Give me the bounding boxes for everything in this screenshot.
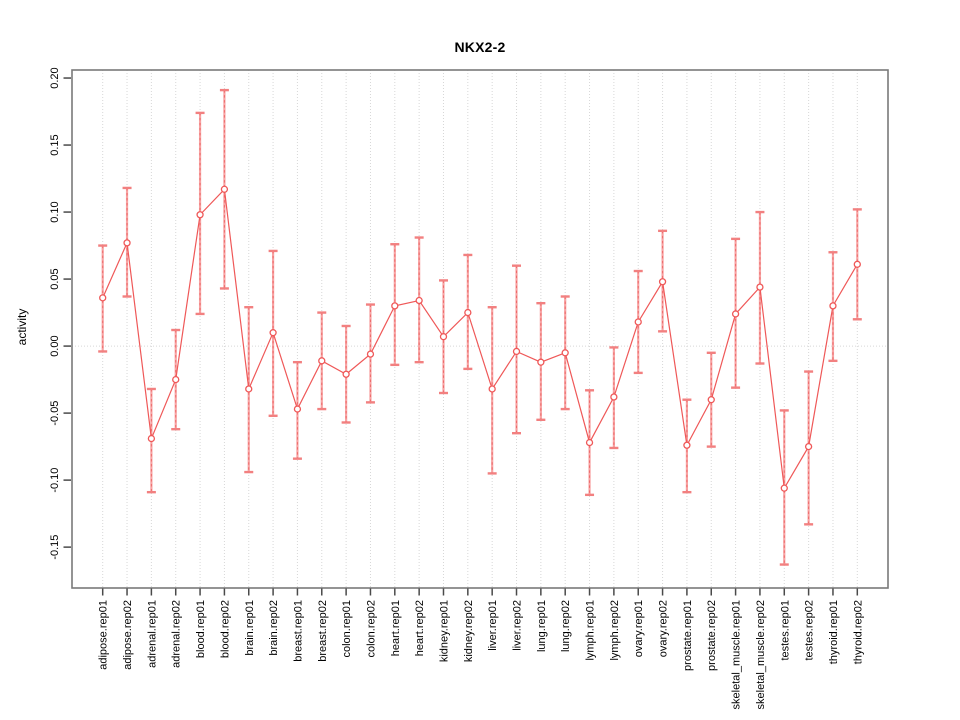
- x-tick-label: brain.rep02: [268, 600, 280, 656]
- x-tick-label: liver.rep02: [512, 600, 524, 651]
- x-tick-label: thyroid.rep02: [852, 600, 864, 664]
- x-tick-label: testes.rep02: [804, 600, 816, 661]
- data-point: [780, 484, 788, 492]
- x-axis-tick-labels: adipose.rep01 adipose.rep02 adrenal.rep01 a…: [98, 600, 865, 709]
- data-point: [391, 302, 399, 310]
- x-tick-label: breast.rep02: [317, 600, 329, 662]
- y-axis-ticks: [63, 77, 71, 548]
- data-point: [245, 385, 253, 393]
- x-tick-label: thyroid.rep01: [828, 600, 840, 664]
- series-line: [102, 187, 858, 490]
- data-point: [99, 294, 107, 302]
- x-tick-label: lymph.rep02: [609, 600, 621, 661]
- data-point: [610, 393, 618, 401]
- data-point: [488, 385, 496, 393]
- x-tick-label: ovary.rep01: [633, 600, 645, 657]
- chart-title: NKX2-2: [454, 39, 506, 55]
- x-tick-label: colon.rep02: [365, 600, 377, 658]
- data-point: [804, 442, 813, 451]
- data-point: [172, 375, 180, 384]
- y-tick-label: 0.10: [49, 201, 61, 222]
- y-tick-label: 0.20: [49, 67, 61, 88]
- data-point: [123, 239, 131, 247]
- data-point: [585, 438, 594, 447]
- x-axis-ticks: [101, 588, 859, 596]
- gridlines: [102, 70, 858, 588]
- y-tick-label: 0.05: [49, 268, 61, 289]
- data-point: [464, 308, 472, 317]
- x-tick-label: heart.rep02: [414, 600, 426, 656]
- x-tick-label: prostate.rep01: [682, 600, 694, 671]
- y-tick-label: -0.10: [49, 468, 61, 493]
- data-point: [731, 310, 740, 318]
- data-point: [342, 370, 350, 378]
- x-tick-label: adipose.rep02: [122, 600, 134, 670]
- x-tick-label: skeletal_muscle.rep02: [755, 600, 767, 709]
- data-point: [439, 333, 448, 341]
- data-point: [683, 441, 691, 449]
- data-points: [99, 185, 861, 492]
- x-tick-label: breast.rep01: [292, 600, 304, 662]
- data-point: [634, 318, 642, 326]
- x-tick-label: kidney.rep01: [438, 600, 450, 662]
- data-point: [707, 396, 715, 404]
- y-axis-tick-labels: 0.20 0.15 0.10 0.05 0.00 -0.05 -0.10 -0.15: [49, 67, 61, 559]
- error-bars: [98, 88, 862, 566]
- data-point: [853, 260, 861, 268]
- x-tick-label: brain.rep01: [244, 600, 256, 656]
- x-tick-label: blood.rep02: [219, 600, 231, 658]
- data-point: [512, 347, 521, 356]
- x-tick-label: prostate.rep02: [706, 600, 718, 671]
- plot-frame: [71, 69, 889, 589]
- data-point: [196, 211, 204, 219]
- x-tick-label: heart.rep01: [390, 600, 402, 656]
- y-tick-label: -0.05: [49, 401, 61, 426]
- data-point: [561, 349, 569, 357]
- data-point: [658, 278, 667, 286]
- y-tick-label: -0.15: [49, 535, 61, 560]
- x-tick-label: adrenal.rep02: [171, 600, 183, 668]
- data-point: [318, 357, 326, 365]
- data-point: [366, 350, 375, 358]
- data-point: [293, 405, 302, 413]
- data-point: [829, 302, 837, 310]
- y-tick-label: 0.00: [49, 335, 61, 356]
- x-tick-label: testes.rep01: [779, 600, 791, 661]
- x-tick-label: blood.rep01: [195, 600, 207, 658]
- data-point: [269, 329, 277, 337]
- data-point: [147, 434, 156, 443]
- x-tick-label: lymph.rep01: [585, 600, 597, 661]
- x-tick-label: liver.rep01: [487, 600, 499, 651]
- x-tick-label: ovary.rep02: [658, 600, 670, 657]
- x-tick-label: kidney.rep02: [463, 600, 475, 662]
- y-tick-label: 0.15: [49, 134, 61, 155]
- x-tick-label: lung.rep01: [536, 600, 548, 652]
- data-point: [537, 358, 545, 366]
- data-point: [415, 296, 423, 305]
- x-tick-label: adrenal.rep01: [146, 600, 158, 668]
- x-tick-label: skeletal_muscle.rep01: [731, 600, 743, 709]
- x-tick-label: adipose.rep01: [98, 600, 110, 670]
- x-tick-label: lung.rep02: [560, 600, 572, 652]
- data-point: [756, 283, 764, 291]
- x-tick-label: colon.rep01: [341, 600, 353, 658]
- data-point: [220, 185, 229, 193]
